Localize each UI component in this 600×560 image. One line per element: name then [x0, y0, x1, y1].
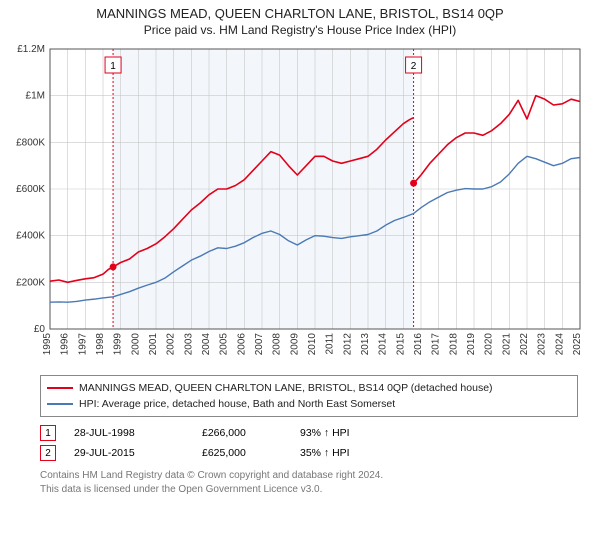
svg-text:2021: 2021 [501, 333, 512, 356]
event-row: 1 28-JUL-1998 £266,000 93% ↑ HPI [40, 423, 578, 443]
svg-text:2001: 2001 [148, 333, 159, 356]
event-price: £266,000 [202, 427, 282, 439]
svg-text:2022: 2022 [519, 333, 530, 356]
svg-text:£600K: £600K [16, 184, 45, 195]
event-date: 28-JUL-1998 [74, 427, 184, 439]
svg-text:2011: 2011 [325, 333, 336, 355]
legend-swatch [47, 403, 73, 405]
svg-text:2013: 2013 [360, 333, 371, 356]
event-price: £625,000 [202, 447, 282, 459]
svg-text:2008: 2008 [272, 333, 283, 356]
svg-text:2014: 2014 [378, 333, 389, 356]
events-table: 1 28-JUL-1998 £266,000 93% ↑ HPI 2 29-JUL-201… [40, 423, 578, 463]
legend-row: MANNINGS MEAD, QUEEN CHARLTON LANE, BRIS… [47, 380, 571, 396]
svg-text:£1M: £1M [26, 91, 45, 102]
svg-text:1999: 1999 [113, 333, 124, 356]
legend-swatch [47, 387, 73, 389]
legend-label: MANNINGS MEAD, QUEEN CHARLTON LANE, BRIS… [79, 382, 493, 394]
svg-text:£800K: £800K [16, 137, 45, 148]
event-row: 2 29-JUL-2015 £625,000 35% ↑ HPI [40, 443, 578, 463]
svg-text:2017: 2017 [431, 333, 442, 356]
svg-text:1995: 1995 [42, 333, 53, 356]
svg-text:1996: 1996 [60, 333, 71, 356]
chart-area: 1995 1996 1997 1998 1999 2000 2001 2002 2003 2004… [0, 39, 600, 369]
license-text: Contains HM Land Registry data © Crown c… [40, 469, 578, 496]
chart-svg: 1995 1996 1997 1998 1999 2000 2001 2002 2003 2004… [0, 39, 600, 369]
svg-text:2009: 2009 [289, 333, 300, 356]
svg-text:1997: 1997 [77, 333, 88, 356]
svg-text:2012: 2012 [342, 333, 353, 356]
event-badge: 2 [40, 445, 56, 461]
svg-text:2024: 2024 [554, 333, 565, 356]
event-badge: 1 [40, 425, 56, 441]
license-line-2: This data is licensed under the Open Gov… [40, 483, 578, 497]
svg-text:2000: 2000 [130, 333, 141, 356]
svg-text:2005: 2005 [219, 333, 230, 356]
svg-text:2023: 2023 [537, 333, 548, 356]
svg-text:2019: 2019 [466, 333, 477, 356]
svg-text:2015: 2015 [395, 333, 406, 356]
svg-text:£200K: £200K [16, 277, 45, 288]
chart-title: MANNINGS MEAD, QUEEN CHARLTON LANE, BRIS… [0, 6, 600, 21]
legend: MANNINGS MEAD, QUEEN CHARLTON LANE, BRIS… [40, 375, 578, 417]
svg-text:£0: £0 [34, 324, 46, 335]
svg-text:2: 2 [411, 61, 417, 72]
svg-text:2010: 2010 [307, 333, 318, 356]
svg-text:£1.2M: £1.2M [17, 44, 45, 55]
license-line-1: Contains HM Land Registry data © Crown c… [40, 469, 578, 483]
svg-text:2006: 2006 [236, 333, 247, 356]
svg-text:2020: 2020 [484, 333, 495, 356]
svg-text:2018: 2018 [448, 333, 459, 356]
svg-text:2016: 2016 [413, 333, 424, 356]
svg-text:£400K: £400K [16, 231, 45, 242]
svg-text:2003: 2003 [183, 333, 194, 356]
svg-text:2002: 2002 [166, 333, 177, 356]
svg-text:1: 1 [110, 61, 116, 72]
svg-text:2025: 2025 [572, 333, 583, 356]
event-date: 29-JUL-2015 [74, 447, 184, 459]
legend-label: HPI: Average price, detached house, Bath… [79, 398, 395, 410]
legend-row: HPI: Average price, detached house, Bath… [47, 396, 571, 412]
title-block: MANNINGS MEAD, QUEEN CHARLTON LANE, BRIS… [0, 0, 600, 39]
event-pct: 35% ↑ HPI [300, 447, 400, 459]
svg-text:2007: 2007 [254, 333, 265, 356]
event-pct: 93% ↑ HPI [300, 427, 400, 439]
svg-text:1998: 1998 [95, 333, 106, 356]
svg-text:2004: 2004 [201, 333, 212, 356]
chart-subtitle: Price paid vs. HM Land Registry's House … [0, 23, 600, 37]
